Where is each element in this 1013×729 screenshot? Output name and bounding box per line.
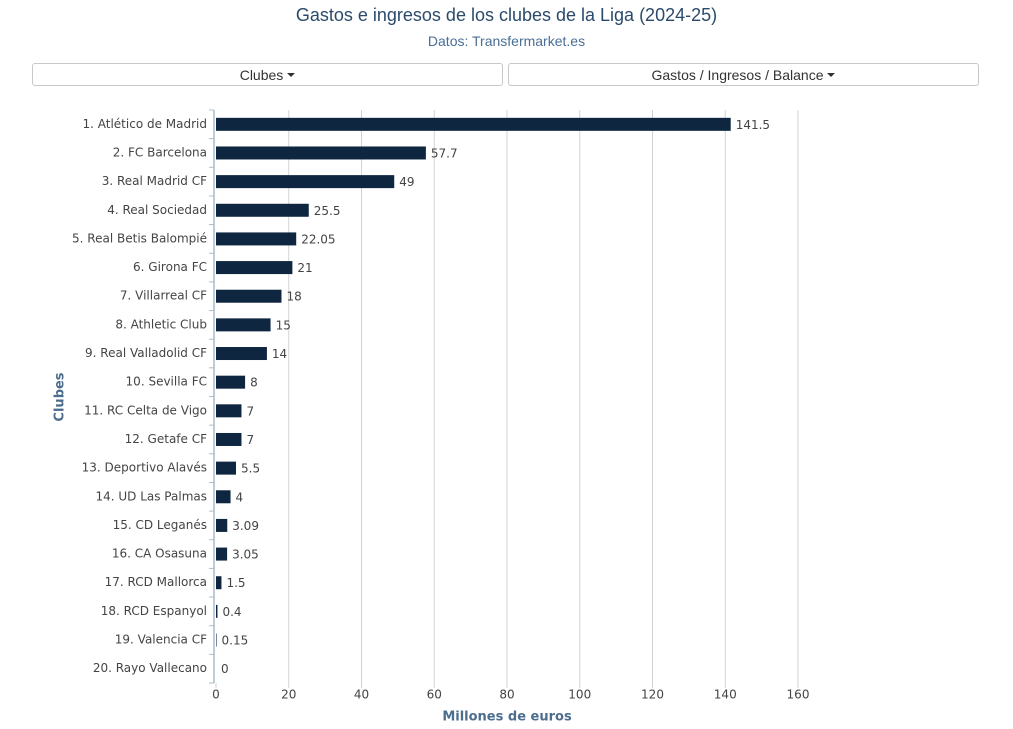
value-label: 3.05	[232, 548, 259, 562]
bar	[216, 432, 242, 446]
y-tick-label: 13. Deportivo Alavés	[82, 461, 207, 475]
x-tick-label: 0	[212, 688, 220, 702]
bar	[216, 347, 267, 361]
y-tick-label: 8. Athletic Club	[115, 317, 207, 331]
value-label: 18	[286, 290, 301, 304]
x-tick-label: 100	[568, 688, 591, 702]
dropdown-label: Gastos / Ingresos / Balance	[651, 66, 824, 83]
dropdown-metric[interactable]: Gastos / Ingresos / Balance	[508, 63, 979, 86]
bar	[216, 375, 246, 389]
value-label: 25.5	[314, 204, 341, 218]
x-tick-label: 80	[499, 688, 514, 702]
x-tick-label: 40	[354, 688, 369, 702]
x-axis-title: Millones de euros	[442, 710, 572, 725]
bar	[216, 203, 309, 217]
value-label: 3.09	[232, 519, 259, 533]
value-label: 8	[250, 376, 258, 390]
bar	[216, 633, 217, 647]
y-tick-label: 20. Rayo Vallecano	[93, 661, 207, 675]
y-tick-label: 2. FC Barcelona	[113, 145, 207, 159]
x-tick-label: 20	[281, 688, 296, 702]
y-axis-title: Clubes	[53, 372, 68, 421]
bar	[216, 547, 228, 561]
value-label: 7	[246, 433, 254, 447]
y-tick-label: 5. Real Betis Balompié	[72, 231, 207, 245]
value-label: 15	[276, 318, 291, 332]
x-tick-label: 60	[427, 688, 442, 702]
y-tick-label: 7. Villarreal CF	[120, 289, 207, 303]
y-tick-label: 1. Atlético de Madrid	[83, 117, 208, 131]
bar	[216, 232, 297, 246]
y-tick-label: 4. Real Sociedad	[107, 203, 207, 217]
chart-title: Gastos e ingresos de los clubes de la Li…	[295, 5, 718, 25]
y-tick-label: 12. Getafe CF	[125, 432, 207, 446]
value-label: 7	[246, 404, 254, 418]
value-label: 0.15	[222, 634, 249, 648]
caret	[827, 72, 836, 77]
chart-subtitle: Datos: Transfermarket.es	[427, 33, 586, 49]
bar	[216, 146, 426, 160]
bar	[216, 490, 231, 504]
y-tick-label: 19. Valencia CF	[115, 633, 207, 647]
bar	[216, 117, 731, 131]
value-label: 4	[236, 490, 244, 504]
x-tick-label: 120	[641, 688, 664, 702]
y-tick-label: 17. RCD Mallorca	[105, 575, 207, 589]
bar	[216, 461, 237, 475]
bar	[216, 289, 282, 303]
x-tick-label: 140	[714, 688, 737, 702]
bar	[216, 518, 228, 532]
value-label: 49	[399, 175, 414, 189]
value-label: 21	[297, 261, 312, 275]
value-label: 57.7	[431, 146, 458, 160]
x-tick-label: 160	[787, 688, 810, 702]
value-label: 0.4	[222, 605, 241, 619]
y-tick-label: 9. Real Valladolid CF	[85, 346, 207, 360]
value-label: 1.5	[226, 576, 245, 590]
dropdown-label: Clubes	[239, 66, 284, 83]
value-label: 141.5	[736, 118, 770, 132]
bar	[216, 604, 218, 618]
bar	[216, 576, 222, 590]
y-tick-label: 15. CD Leganés	[113, 518, 207, 532]
value-label: 0	[221, 662, 229, 676]
bar	[216, 261, 293, 275]
y-tick-label: 11. RC Celta de Vigo	[84, 403, 207, 417]
value-label: 22.05	[301, 232, 335, 246]
caret	[287, 72, 296, 77]
value-label: 14	[272, 347, 287, 361]
y-tick-label: 3. Real Madrid CF	[102, 174, 207, 188]
value-label: 5.5	[241, 462, 260, 476]
y-tick-label: 16. CA Osasuna	[112, 547, 207, 561]
y-tick-label: 18. RCD Espanyol	[101, 604, 207, 618]
y-tick-label: 14. UD Las Palmas	[95, 489, 207, 503]
bar	[216, 318, 271, 332]
y-tick-label: 6. Girona FC	[133, 260, 207, 274]
dropdown-clubes[interactable]: Clubes	[32, 63, 503, 86]
bar	[216, 175, 395, 189]
y-tick-label: 10. Sevilla FC	[126, 375, 207, 389]
bar	[216, 404, 242, 418]
